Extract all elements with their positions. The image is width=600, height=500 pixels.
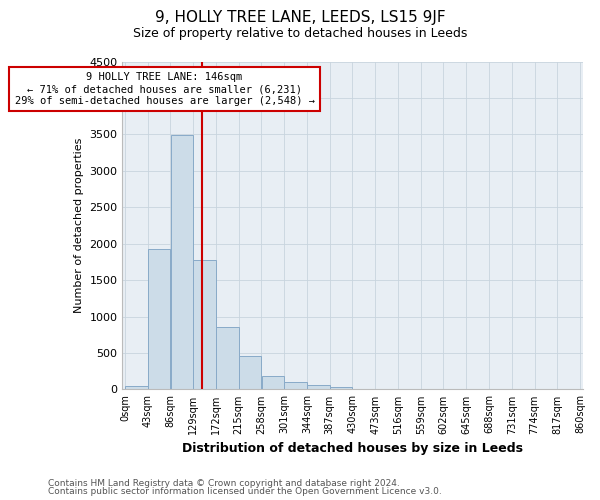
Bar [284,382,307,390]
Text: 9 HOLLY TREE LANE: 146sqm
← 71% of detached houses are smaller (6,231)
29% of se: 9 HOLLY TREE LANE: 146sqm ← 71% of detac… [14,72,314,106]
Bar [262,376,284,390]
Text: Contains HM Land Registry data © Crown copyright and database right 2024.: Contains HM Land Registry data © Crown c… [48,478,400,488]
Bar [193,260,216,390]
Text: Contains public sector information licensed under the Open Government Licence v3: Contains public sector information licen… [48,487,442,496]
Bar [148,249,170,390]
Bar [170,135,193,390]
Bar [330,387,352,390]
X-axis label: Distribution of detached houses by size in Leeds: Distribution of detached houses by size … [182,442,523,455]
Text: Size of property relative to detached houses in Leeds: Size of property relative to detached ho… [133,28,467,40]
Bar [216,327,239,390]
Bar [125,386,148,390]
Y-axis label: Number of detached properties: Number of detached properties [74,138,83,313]
Text: 9, HOLLY TREE LANE, LEEDS, LS15 9JF: 9, HOLLY TREE LANE, LEEDS, LS15 9JF [155,10,445,25]
Bar [239,356,261,390]
Bar [307,386,329,390]
